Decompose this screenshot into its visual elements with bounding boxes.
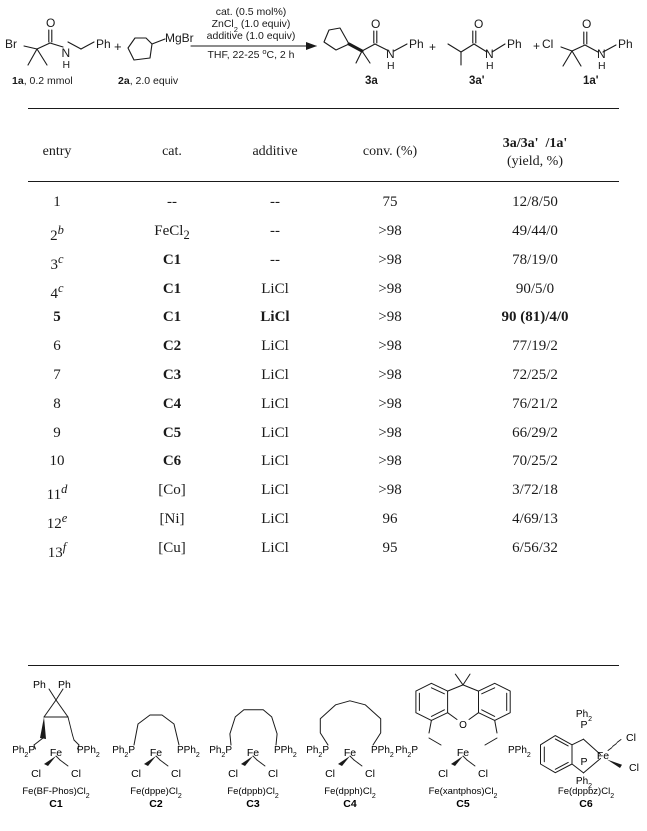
svg-text:Cl: Cl <box>325 768 335 780</box>
svg-text:Fe: Fe <box>247 747 259 759</box>
svg-text:Ph: Ph <box>33 679 46 691</box>
svg-text:Cl: Cl <box>131 768 141 780</box>
svg-text:Ph2P: Ph2P <box>395 745 418 759</box>
svg-text:Cl: Cl <box>71 768 81 780</box>
svg-text:Ph2P: Ph2P <box>209 745 232 759</box>
svg-text:Ph2P: Ph2P <box>112 745 135 759</box>
svg-text:PPh2: PPh2 <box>177 745 200 759</box>
svg-text:Ph: Ph <box>58 679 71 691</box>
svg-text:C4: C4 <box>343 798 357 810</box>
svg-text:Cl: Cl <box>626 732 636 744</box>
svg-text:Cl: Cl <box>478 768 488 780</box>
svg-text:Cl: Cl <box>228 768 238 780</box>
svg-text:Fe: Fe <box>457 747 469 759</box>
svg-text:Cl: Cl <box>365 768 375 780</box>
svg-text:Fe: Fe <box>597 750 609 762</box>
svg-text:P: P <box>580 756 587 768</box>
svg-text:Fe: Fe <box>50 747 62 759</box>
svg-text:O: O <box>459 720 467 731</box>
svg-text:Ph2P: Ph2P <box>12 745 35 759</box>
svg-text:Fe: Fe <box>344 747 356 759</box>
svg-text:Cl: Cl <box>438 768 448 780</box>
svg-text:PPh2: PPh2 <box>508 745 531 759</box>
svg-text:Cl: Cl <box>268 768 278 780</box>
svg-text:P: P <box>580 719 587 731</box>
svg-text:C6: C6 <box>579 798 593 810</box>
svg-text:C5: C5 <box>456 798 470 810</box>
svg-text:Cl: Cl <box>171 768 181 780</box>
svg-text:Ph2P: Ph2P <box>306 745 329 759</box>
svg-text:PPh2: PPh2 <box>371 745 394 759</box>
svg-text:C3: C3 <box>246 798 260 810</box>
svg-text:Cl: Cl <box>629 762 639 774</box>
svg-text:Cl: Cl <box>31 768 41 780</box>
svg-text:Fe: Fe <box>150 747 162 759</box>
svg-text:PPh2: PPh2 <box>77 745 100 759</box>
svg-text:PPh2: PPh2 <box>274 745 297 759</box>
svg-text:C2: C2 <box>149 798 163 810</box>
svg-text:C1: C1 <box>49 798 63 810</box>
